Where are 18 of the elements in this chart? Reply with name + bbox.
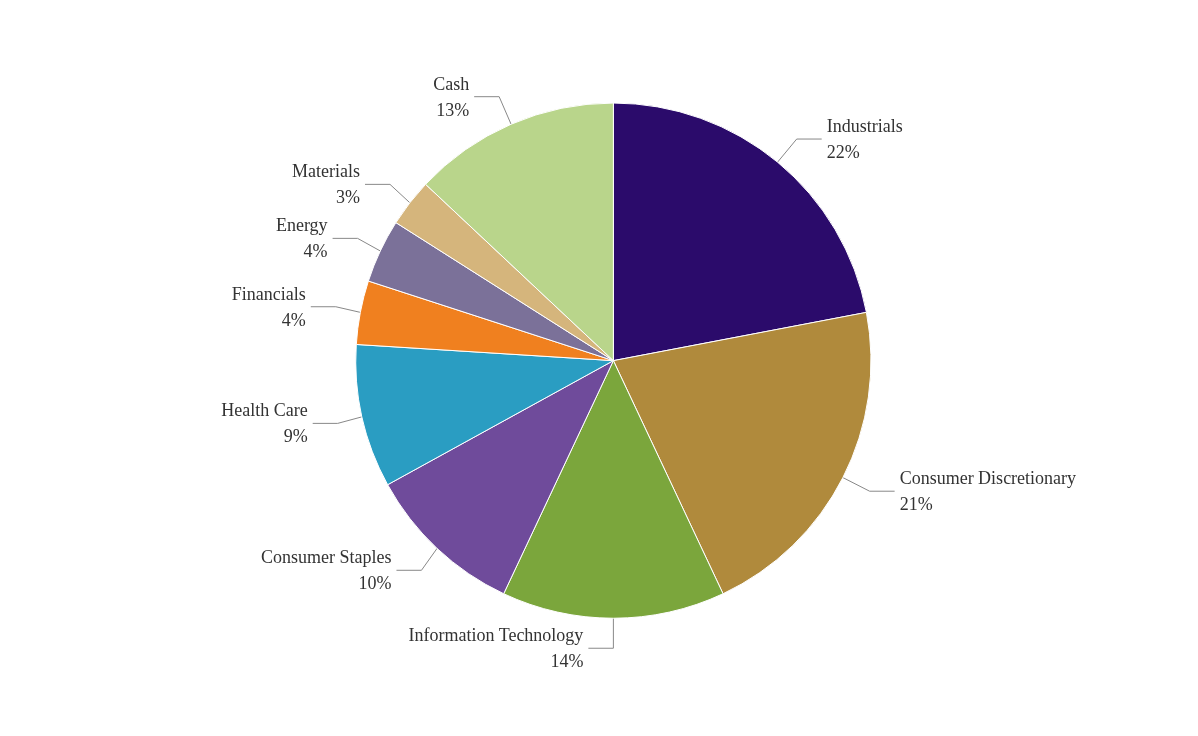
slice-label: Industrials: [826, 116, 903, 137]
data-label: 3%: [335, 187, 360, 208]
data-label: 4%: [281, 309, 306, 330]
slice-label: Health Care: [221, 400, 308, 421]
data-label: 22%: [826, 142, 860, 163]
slice-label: Consumer Staples: [260, 547, 392, 568]
slice-label: Cash: [433, 73, 470, 94]
data-label: 13%: [436, 99, 470, 120]
data-label: 10%: [358, 573, 392, 594]
slice-label: Materials: [292, 161, 360, 182]
slice-label: Energy: [275, 215, 328, 236]
data-label: 9%: [283, 426, 308, 447]
slice-label: Financials: [231, 283, 306, 304]
data-label: 14%: [550, 651, 584, 672]
slice-label: Consumer Discretionary: [899, 468, 1077, 489]
data-label: 21%: [899, 494, 933, 515]
data-label: 4%: [303, 241, 328, 262]
slice-label: Information Technology: [408, 625, 584, 646]
